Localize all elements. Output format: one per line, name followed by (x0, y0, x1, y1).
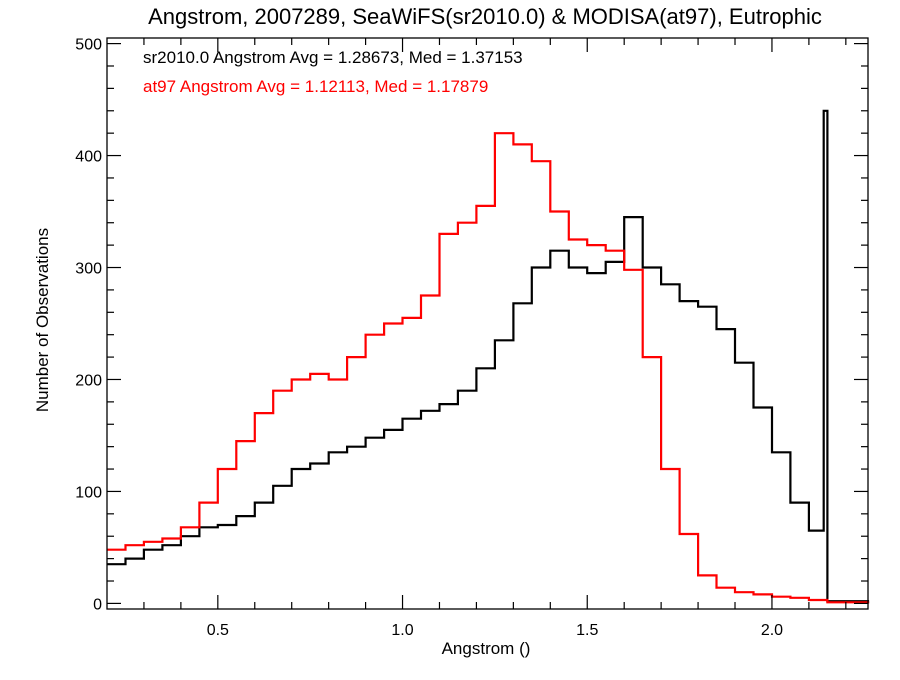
chart-title: Angstrom, 2007289, SeaWiFS(sr2010.0) & M… (148, 4, 822, 29)
x-axis-label: Angstrom () (442, 639, 531, 658)
red-series-line (107, 132, 870, 604)
series-layer (107, 109, 870, 604)
y-axis-label: Number of Observations (33, 228, 52, 412)
x-tick-label: 2.0 (761, 622, 783, 639)
x-tick-label: 1.5 (576, 622, 598, 639)
y-tick-label: 0 (93, 596, 102, 613)
x-tick-label: 1.0 (391, 622, 413, 639)
y-tick-label: 300 (75, 261, 102, 278)
black-series-line (107, 109, 870, 604)
y-tick-label: 500 (75, 37, 102, 54)
y-tick-label: 100 (75, 484, 102, 501)
plot-frame (106, 37, 869, 610)
y-tick-label: 200 (75, 372, 102, 389)
red-series-stats-annotation: at97 Angstrom Avg = 1.12113, Med = 1.178… (143, 77, 488, 96)
black-series-stats-annotation: sr2010.0 Angstrom Avg = 1.28673, Med = 1… (143, 48, 523, 67)
y-tick-label: 400 (75, 149, 102, 166)
x-tick-label: 0.5 (207, 622, 229, 639)
tick-layer: 0.5 1.0 1.5 2.0 0 100 200 300 400 500 (75, 37, 868, 639)
